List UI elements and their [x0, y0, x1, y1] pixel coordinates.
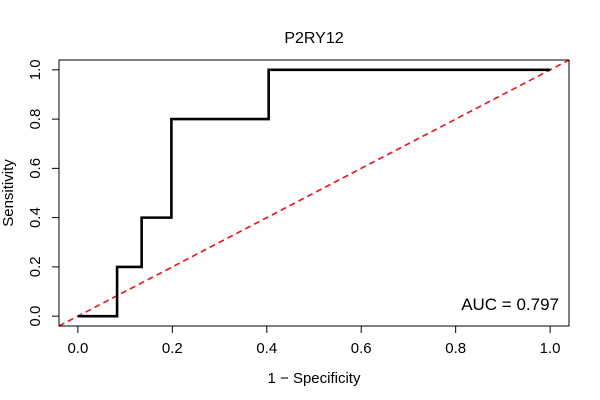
y-axis-label: Sensitivity — [0, 159, 17, 227]
x-tick-label: 0.8 — [445, 340, 466, 357]
y-tick-label: 0.0 — [27, 306, 44, 327]
chart-title: P2RY12 — [284, 30, 343, 47]
y-tick-label: 0.8 — [27, 109, 44, 130]
y-tick-label: 1.0 — [27, 59, 44, 80]
y-tick-label: 0.2 — [27, 256, 44, 277]
x-tick-label: 0.4 — [256, 340, 277, 357]
x-axis: 0.0 0.2 0.4 0.6 0.8 1.0 — [67, 325, 561, 357]
x-tick-label: 0.0 — [67, 340, 88, 357]
auc-annotation: AUC = 0.797 — [461, 295, 559, 314]
reference-diagonal-line — [58, 59, 570, 327]
plot-frame — [58, 59, 570, 327]
y-tick-label: 0.6 — [27, 158, 44, 179]
x-tick-label: 0.2 — [162, 340, 183, 357]
roc-curve-line — [77, 68, 551, 318]
y-tick-label: 0.4 — [27, 207, 44, 228]
x-tick-label: 0.6 — [351, 340, 372, 357]
x-axis-label: 1 − Specificity — [268, 370, 361, 387]
x-tick-label: 1.0 — [540, 340, 561, 357]
plot-area — [58, 59, 570, 327]
y-axis: 0.0 0.2 0.4 0.6 0.8 1.0 — [27, 59, 60, 327]
